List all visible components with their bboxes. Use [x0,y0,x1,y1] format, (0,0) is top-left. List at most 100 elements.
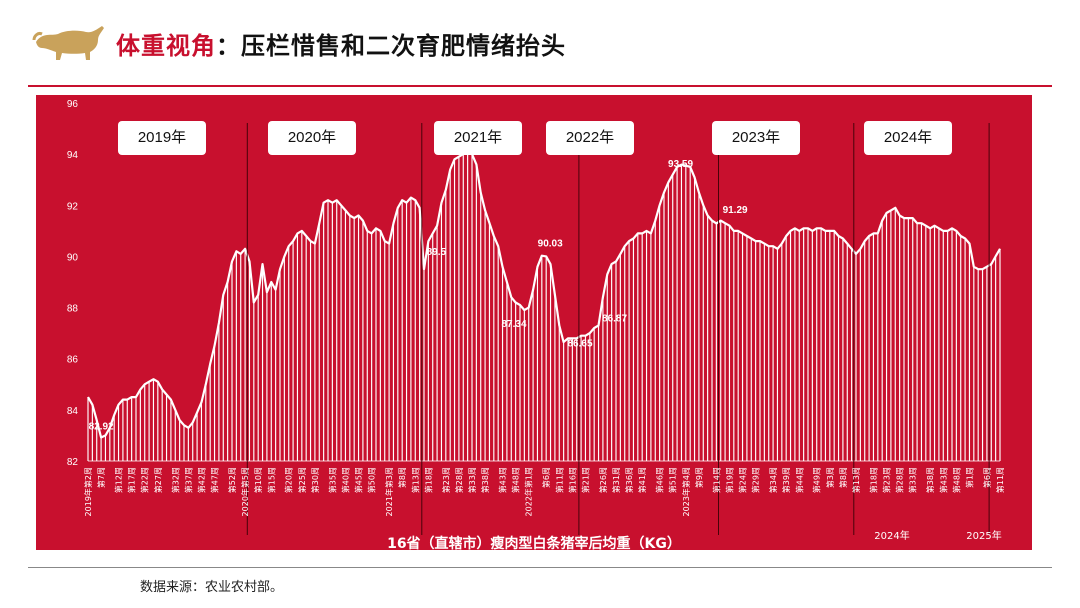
x-tick-label: 第43周 [938,467,948,493]
x-tick-label: 第52周 [227,467,237,493]
x-tick-label: 第46周 [655,467,665,493]
x-tick-label: 第14周 [711,467,721,493]
x-tick-label: 2020年第5周 [240,467,250,516]
data-label: 82.92 [89,421,114,432]
x-tick-label: 第45周 [354,467,364,493]
x-tick-label: 第23周 [441,467,451,493]
year-tag-2022: 2022年 [546,121,634,155]
x-tick-label: 第35周 [327,467,337,493]
x-tick-label: 第10周 [253,467,263,493]
x-tick-label: 第38周 [480,467,490,493]
x-tick-label: 第28周 [895,467,905,493]
x-tick-label: 第18周 [868,467,878,493]
x-tick-label: 2022年第1周 [524,467,534,516]
x-tick-label: 第27周 [153,467,163,493]
x-tick-label: 第19周 [724,467,734,493]
x-tick-label: 第31周 [611,467,621,493]
data-label: 93.59 [668,159,693,170]
x-tick-label: 第20周 [284,467,294,493]
x-tick-label: 第39周 [781,467,791,493]
x-tick-label: 第17周 [127,467,137,493]
x-axis-title: 16省（直辖市）瘦肉型白条猪宰后均重（KG） [387,535,681,550]
y-tick-label: 86 [67,355,79,366]
x-tick-label: 第9周 [694,467,704,488]
x-tick-label: 2021年第3周 [384,467,394,516]
x-tick-label: 第18周 [423,467,433,493]
bull-icon [32,26,104,60]
data-source: 数据来源：农业农村部。 [140,580,284,595]
y-tick-label: 96 [67,99,79,110]
x-tick-label: 2023年第4周 [681,467,691,516]
x-tick-label: 第28周 [454,467,464,493]
x-tick-label: 第11周 [554,467,564,493]
year-tag-2020: 2020年 [268,121,356,155]
x-tick-label: 第23周 [882,467,892,493]
data-label: 87.34 [501,319,526,330]
x-tick-label: 第44周 [794,467,804,493]
weight-chart: 828486889092949682.9294.1589.587.3490.03… [36,95,1032,550]
x-tick-label: 第6周 [541,467,551,488]
x-tick-label: 第48周 [511,467,521,493]
x-tick-label: 第48周 [951,467,961,493]
x-tick-label: 第13周 [410,467,420,493]
year-tag-2023: 2023年 [712,121,800,155]
chart-svg: 828486889092949682.9294.1589.587.3490.03… [67,99,1005,550]
page-title-highlight: 体重视角 [116,32,216,60]
x-tick-label: 第24周 [738,467,748,493]
data-label: 89.5 [427,247,447,258]
x-tick-label: 第40周 [340,467,350,493]
x-group-label: 2025年 [966,529,1001,542]
x-group-label: 2024年 [874,529,909,542]
x-tick-label: 第8周 [397,467,407,488]
x-tick-label: 第1周 [964,467,974,488]
x-tick-label: 第49周 [812,467,822,493]
x-tick-label: 第33周 [467,467,477,493]
x-tick-label: 第47周 [210,467,220,493]
x-tick-label: 第13周 [851,467,861,493]
page-title: 体重视角：压栏惜售和二次育肥情绪抬头 [116,26,566,61]
footer-divider [28,567,1052,568]
year-tag-2024: 2024年 [864,121,952,155]
y-tick-label: 82 [67,457,79,468]
x-tick-label: 第50周 [367,467,377,493]
x-tick-label: 第36周 [624,467,634,493]
page-title-rest: ：压栏惜售和二次育肥情绪抬头 [216,32,566,60]
x-tick-label: 第22周 [140,467,150,493]
x-tick-label: 第6周 [982,467,992,488]
x-tick-label: 第11周 [995,467,1005,493]
year-tag-2021: 2021年 [434,121,522,155]
x-tick-label: 第21周 [580,467,590,493]
data-label: 86.87 [602,313,627,324]
x-tick-label: 第15周 [266,467,276,493]
x-tick-label: 第7周 [96,467,106,488]
x-tick-label: 第33周 [908,467,918,493]
y-tick-label: 84 [67,406,79,417]
data-label: 86.65 [567,338,592,349]
y-tick-label: 88 [67,304,79,315]
x-tick-label: 第34周 [768,467,778,493]
series-line [87,149,1001,439]
x-tick-label: 第32周 [170,467,180,493]
x-tick-label: 第25周 [297,467,307,493]
x-tick-label: 第26周 [598,467,608,493]
x-tick-label: 2019年第2周 [83,467,93,516]
x-tick-label: 第16周 [567,467,577,493]
y-tick-label: 90 [67,252,79,263]
x-tick-label: 第8周 [838,467,848,488]
x-tick-label: 第12周 [114,467,124,493]
x-tick-label: 第42周 [196,467,206,493]
x-tick-label: 第41周 [637,467,647,493]
year-tag-2019: 2019年 [118,121,206,155]
y-tick-label: 92 [67,201,79,212]
x-tick-label: 第43周 [498,467,508,493]
x-tick-label: 第29周 [751,467,761,493]
x-tick-label: 第3周 [825,467,835,488]
y-tick-label: 94 [67,150,79,161]
data-label: 90.03 [538,238,563,249]
title-divider [28,85,1052,87]
x-tick-label: 第37周 [183,467,193,493]
data-label: 91.29 [723,205,748,216]
x-tick-label: 第51周 [668,467,678,493]
x-tick-label: 第38周 [925,467,935,493]
x-tick-label: 第30周 [310,467,320,493]
